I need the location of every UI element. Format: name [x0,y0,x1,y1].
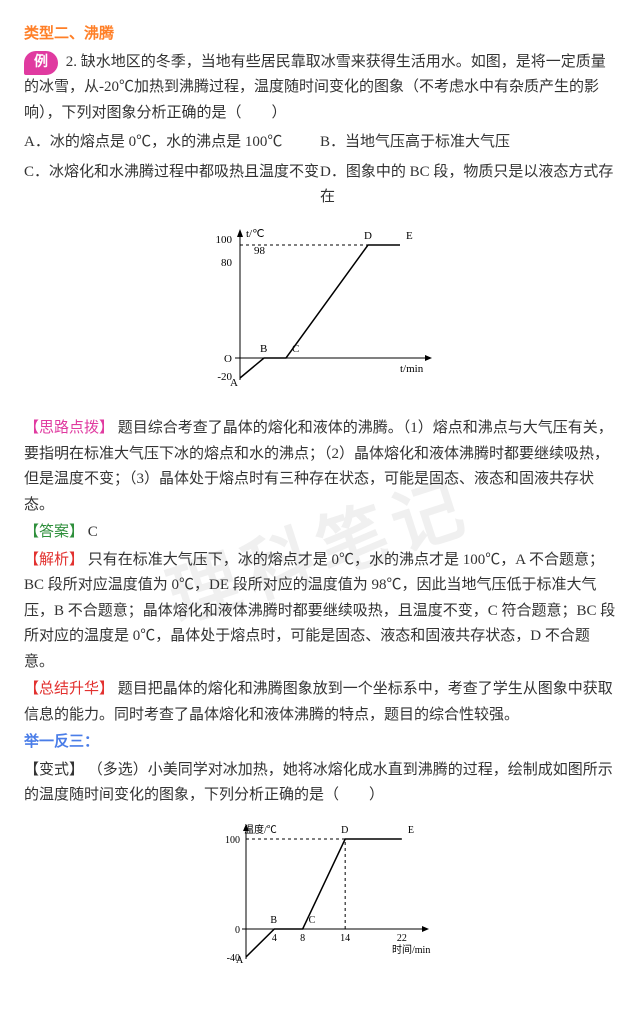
svg-text:C: C [309,915,316,926]
infer-heading: 举一反三： [24,730,616,756]
answer-label: 【答案】 [24,524,84,540]
svg-text:0: 0 [235,925,240,936]
explain-block: 【解析】 只有在标准大气压下，冰的熔点才是 0℃，水的沸点才是 100℃，A 不… [24,548,616,676]
chart-1: O80100-2098t/℃t/minABCDE [24,223,616,403]
svg-text:温度/℃: 温度/℃ [244,823,277,836]
svg-text:E: E [408,825,414,836]
variant-block: 【变式】 （多选）小美同学对冰加热，她将冰熔化成水直到沸腾的过程，绘制成如图所示… [24,758,616,809]
svg-text:O: O [224,353,232,365]
chart-2: 1000-40温度/℃时间/min481422ABCDE [24,819,616,979]
svg-text:98: 98 [254,245,266,257]
svg-text:E: E [406,230,413,242]
answer-text: C [88,524,98,540]
summary-block: 【总结升华】 题目把晶体的熔化和沸腾图象放到一个坐标系中，考查了学生从图象中获取… [24,677,616,728]
svg-text:14: 14 [340,933,350,944]
svg-text:100: 100 [216,234,233,246]
svg-text:B: B [260,343,267,355]
svg-text:B: B [270,915,277,926]
section-heading: 类型二、沸腾 [24,22,616,48]
explain-label: 【解析】 [24,552,84,568]
variant-text: （多选）小美同学对冰加热，她将冰熔化成水直到沸腾的过程，绘制成如图所示的温度随时… [24,762,613,804]
variant-label: 【变式】 [24,762,84,778]
explain-text: 只有在标准大气压下，冰的熔点才是 0℃，水的沸点才是 100℃，A 不合题意；B… [24,552,615,670]
svg-text:A: A [230,377,238,389]
svg-text:t/℃: t/℃ [246,228,264,240]
options: A．冰的熔点是 0℃，水的沸点是 100℃ B．当地气压高于标准大气压 C．冰熔… [24,128,616,213]
hint-block: 【思路点拨】 题目综合考查了晶体的熔化和液体的沸腾。（1）熔点和沸点与大气压有关… [24,416,616,518]
svg-text:D: D [364,230,372,242]
svg-text:80: 80 [221,257,233,269]
svg-text:8: 8 [300,933,305,944]
option-c: C．冰熔化和水沸腾过程中都吸热且温度不变 [24,160,320,211]
option-a: A．冰的熔点是 0℃，水的沸点是 100℃ [24,130,320,156]
example-badge: 例 [24,51,58,75]
svg-text:A: A [236,955,244,966]
example-block: 例 2. 缺水地区的冬季，当地有些居民靠取冰雪来获得生活用水。如图，是将一定质量… [24,50,616,127]
answer-block: 【答案】 C [24,520,616,546]
svg-text:4: 4 [272,933,277,944]
svg-text:100: 100 [225,835,240,846]
option-d: D．图象中的 BC 段，物质只是以液态方式存在 [320,160,616,211]
svg-text:C: C [292,343,299,355]
hint-label: 【思路点拨】 [24,420,114,436]
svg-text:t/min: t/min [400,363,424,375]
question-stem: 2. 缺水地区的冬季，当地有些居民靠取冰雪来获得生活用水。如图，是将一定质量的冰… [24,54,606,121]
svg-text:D: D [341,825,348,836]
svg-text:22: 22 [397,933,407,944]
svg-text:时间/min: 时间/min [392,943,430,956]
option-b: B．当地气压高于标准大气压 [320,130,616,156]
summary-label: 【总结升华】 [24,681,114,697]
